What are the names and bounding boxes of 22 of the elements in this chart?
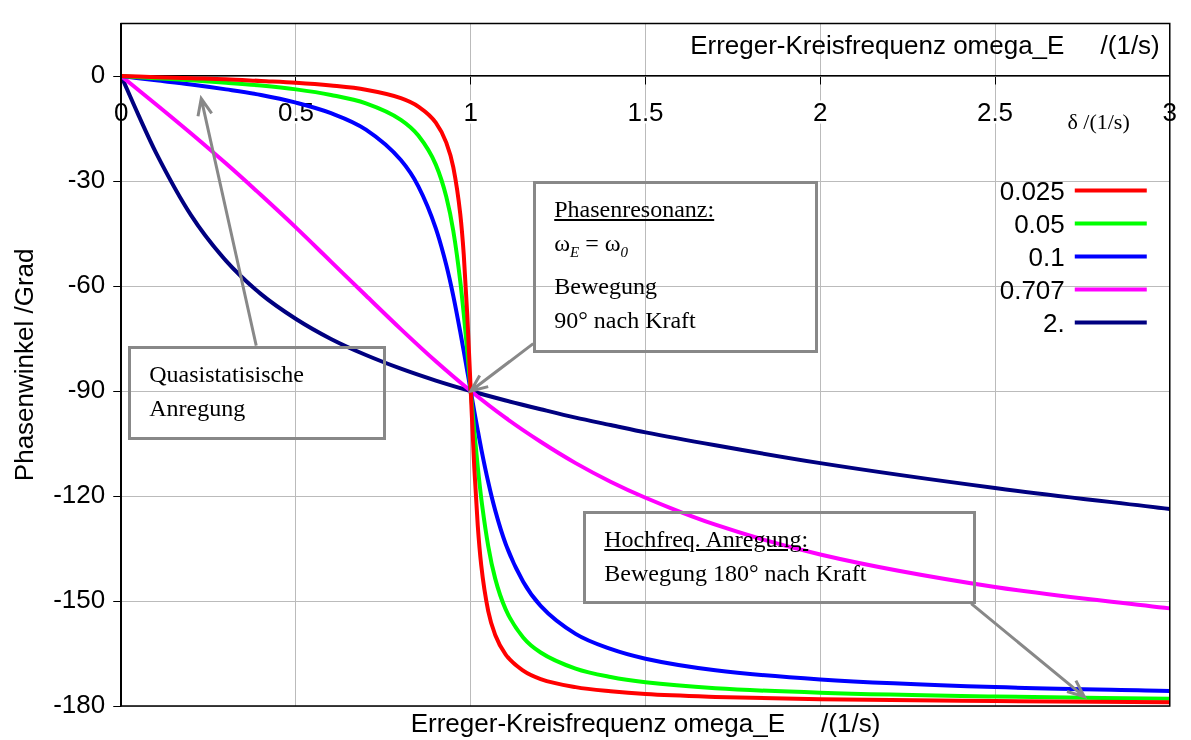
y-tick-label: -30 bbox=[67, 164, 106, 195]
legend-label: 0.025 bbox=[999, 175, 1065, 206]
annotation: Quasistatisische Anregung bbox=[149, 359, 305, 423]
annotation: Phasenresonanz: ω$_{E}$ = ω$_{0}$ Bewegung 90° nach Kraft bbox=[554, 195, 716, 335]
legend-label: 2. bbox=[1043, 307, 1065, 338]
y-tick-label: 0 bbox=[90, 59, 106, 90]
legend-label: 0.1 bbox=[1028, 241, 1065, 272]
y-tick-label: -90 bbox=[67, 374, 106, 405]
y-tick-label: -60 bbox=[67, 269, 106, 300]
x2-axis-title: Erreger-Kreisfrequenz omega_E /(1/s) bbox=[690, 29, 1160, 60]
x-tick-label: 2.5 bbox=[976, 96, 1014, 127]
x-tick-label: 1.5 bbox=[627, 96, 664, 127]
legend-label: 0.707 bbox=[999, 274, 1065, 305]
x-tick-label: 1 bbox=[463, 96, 478, 127]
y-axis-title: Phasenwinkel /Grad bbox=[8, 248, 39, 482]
y-tick-label: -120 bbox=[53, 479, 106, 510]
legend-label: 0.05 bbox=[1014, 208, 1065, 239]
x-tick-label: 2 bbox=[813, 96, 828, 127]
y-tick-label: -150 bbox=[53, 584, 106, 615]
y-tick-label: -180 bbox=[53, 689, 106, 720]
legend-title: δ /(1/s) bbox=[1067, 108, 1130, 134]
x-axis-title: Erreger-Kreisfrequenz omega_E /(1/s) bbox=[410, 708, 881, 738]
